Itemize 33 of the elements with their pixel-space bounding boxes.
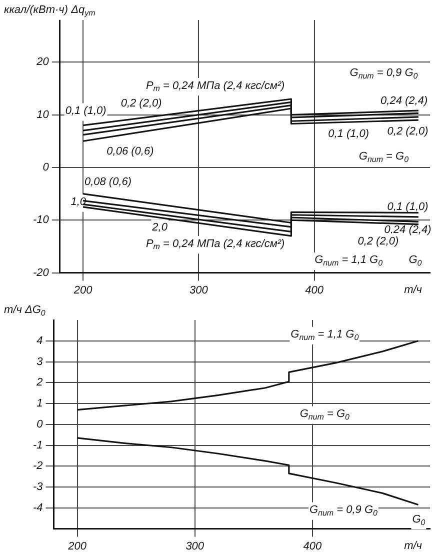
x-tick-label: 200 [67,540,88,552]
x-tick-label: 400 [305,284,324,296]
y-tick-label: 3 [36,356,44,368]
annotation: 0,1 (1,0) [387,201,429,214]
x-axis-title: т/ч [404,284,422,296]
y-tick-label: -3 [33,481,44,494]
x-tick-label: 300 [190,284,209,296]
y-tick-label: -20 [32,266,50,279]
y-tick-label: 1 [36,398,43,410]
y-tick-label: 2 [36,376,43,389]
y-tick-label: 0 [36,418,44,430]
y-tick-label: -1 [33,439,43,452]
y-tick-label: 20 [36,56,50,68]
annotation: 0,1 (1,0) [65,105,107,118]
annotation: 2,0 [151,221,168,234]
annotation: 0,1 (1,0) [328,128,370,140]
y-tick-label: -2 [33,460,43,472]
annotation: 0,2 (2,0) [387,125,429,138]
y-tick-label: 4 [36,334,43,347]
y-tick-label: -10 [32,214,50,226]
annotation: 0,2 (2,0) [120,97,162,110]
x-tick-label: 300 [186,540,205,552]
x-tick-label: 200 [72,284,94,296]
x-axis-title: т/ч [404,540,422,552]
y-tick-label: -4 [33,502,43,514]
x-tick-label: 400 [303,540,322,552]
y-tick-label: 0 [42,162,50,174]
annotation: 0,06 (0,6) [106,146,154,158]
annotation: 0,24 (2,4) [384,224,432,236]
y-tick-label: 10 [36,108,50,121]
annotation: 0,24 (2,4) [380,94,428,107]
annotation: 0,08 (0,6) [84,176,132,188]
annotation: 0,2 (2,0) [358,235,400,248]
